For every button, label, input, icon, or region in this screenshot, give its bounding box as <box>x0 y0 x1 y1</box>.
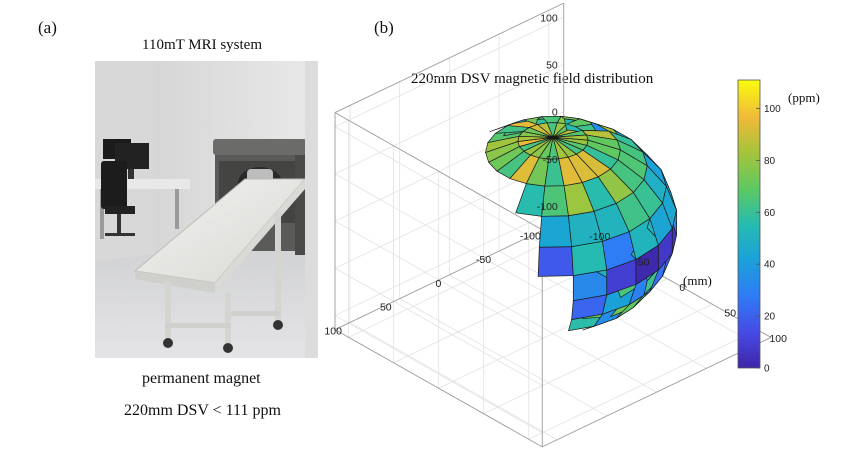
panel-a-title: 110mT MRI system <box>142 37 263 53</box>
sphere-patch <box>537 246 574 277</box>
panel-a-caption-line2: 220mm DSV < 111 ppm <box>124 402 281 419</box>
axes-box-lines <box>334 2 772 448</box>
x-tick-label: 0 <box>679 282 685 294</box>
z-tick-label: 0 <box>552 107 558 119</box>
z-tick-label: 50 <box>546 59 558 71</box>
panel-b-label: (b) <box>374 18 394 37</box>
axis-tick-labels: 100 50 0 -50 -100 100 50 0 -50 -100 100 50 0 -50 -100 <box>324 12 787 345</box>
z-tick-label: 100 <box>540 12 558 24</box>
colorbar-tick-label: 100 <box>764 104 781 115</box>
x-tick-label: 100 <box>769 333 787 345</box>
colorbar-tick-label: 20 <box>764 312 776 323</box>
y-tick-label: -50 <box>476 254 491 266</box>
panel-a-label: (a) <box>38 18 57 37</box>
colorbar-tick-label: 40 <box>764 260 776 271</box>
colorbar-tick-label: 60 <box>764 208 776 219</box>
mri-system-photo <box>95 61 318 358</box>
y-tick-label: 0 <box>436 278 442 290</box>
sphere-patch <box>660 169 677 211</box>
x-tick-label: 50 <box>724 307 736 319</box>
colorbar-tick-label: 80 <box>764 156 776 167</box>
z-tick-label: -50 <box>543 154 558 166</box>
x-tick-label: -100 <box>589 231 610 243</box>
panel-a-caption-line1: permanent magnet <box>142 370 261 387</box>
colorbar-tick-label: 0 <box>764 364 770 375</box>
sphere-patch <box>571 240 608 277</box>
colorbar-ticks: 100 80 60 40 20 0 <box>756 104 781 375</box>
sphere-surface <box>485 115 677 332</box>
panel-b-title: 220mm DSV magnetic field distribution <box>411 71 654 87</box>
mm-unit-label: (mm) <box>683 273 712 288</box>
x-tick-label: -50 <box>634 256 649 268</box>
colorbar <box>737 79 761 369</box>
mri-photo-illustration <box>95 61 318 358</box>
y-tick-label: 100 <box>324 325 342 337</box>
sphere-patch <box>538 215 573 248</box>
y-tick-label: -100 <box>520 230 541 242</box>
ppm-unit-label: (ppm) <box>788 90 820 105</box>
z-tick-label: -100 <box>537 201 558 213</box>
y-tick-label: 50 <box>380 302 392 314</box>
